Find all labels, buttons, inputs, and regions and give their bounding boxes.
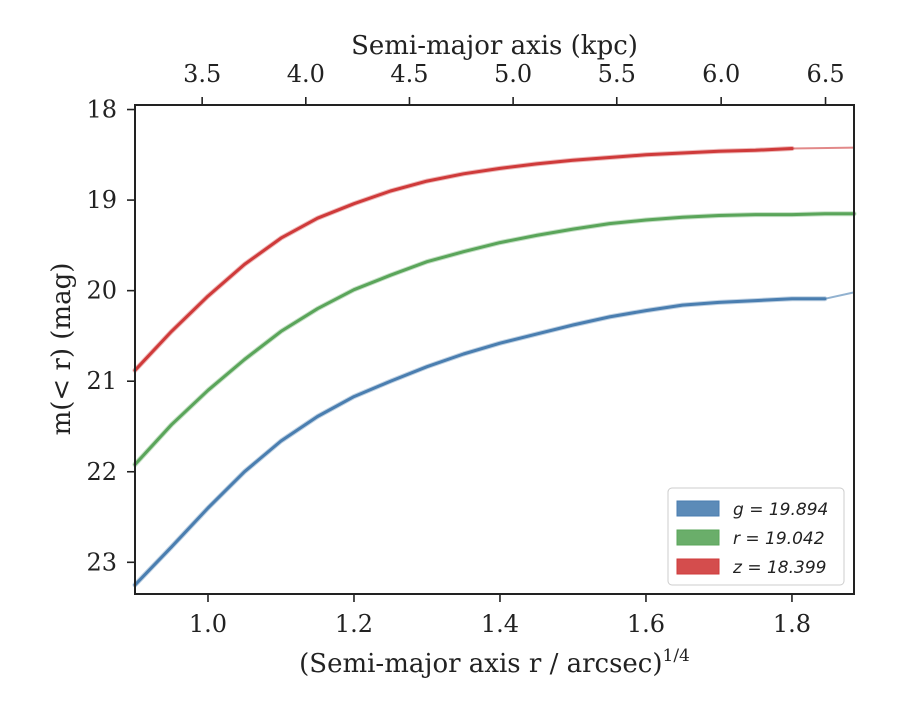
y-axis-title: m(< r) (mag)	[47, 263, 77, 436]
x2-tick-label: 3.5	[183, 60, 221, 88]
series-extension-0	[824, 291, 855, 300]
x-tick-label: 1.4	[481, 610, 519, 638]
x2-tick-label: 5.0	[494, 60, 532, 88]
x-axis-title-main: (Semi-major axis r / arcsec)	[299, 649, 662, 679]
series-band-1	[132, 211, 857, 467]
x-tick-label: 1.6	[627, 610, 665, 638]
series-layer	[132, 146, 857, 588]
y-tick-label: 19	[86, 186, 117, 214]
x2-axis-title: Semi-major axis (kpc)	[351, 31, 638, 61]
x2-tick-label: 4.0	[287, 60, 325, 88]
x2-tick-label: 5.5	[598, 60, 636, 88]
x2-tick-label: 6.5	[806, 60, 844, 88]
y-tick-label: 22	[86, 458, 117, 486]
x2-tick-label: 4.5	[390, 60, 428, 88]
ticks-layer: 1.0 1.2 1.4 1.6 1.8 18 19 20 21 22 23 3.5 4.0 4.5 5.0 5…	[86, 60, 844, 638]
plot-frame	[134, 104, 855, 595]
series-line-0	[133, 297, 827, 587]
legend-swatch-1	[676, 529, 720, 546]
y-tick-label: 23	[86, 548, 117, 576]
legend-label-2: z = 18.399	[732, 558, 826, 578]
series-extension-2	[791, 146, 855, 150]
x-tick-label: 1.2	[335, 610, 373, 638]
legend-swatch-0	[676, 500, 720, 517]
y-tick-label: 20	[86, 277, 117, 305]
legend-label-0: g = 19.894	[733, 500, 828, 520]
x-tick-label: 1.8	[773, 610, 811, 638]
legend: g = 19.894 r = 19.042 z = 18.399	[667, 487, 845, 586]
legend-swatch-2	[676, 558, 720, 575]
x-axis-title: (Semi-major axis r / arcsec)1/4	[299, 646, 690, 679]
series-line-2	[133, 147, 794, 372]
legend-label-1: r = 19.042	[733, 529, 825, 549]
y-tick-label: 18	[86, 96, 117, 124]
series-band-2	[132, 146, 795, 373]
y-tick-label: 21	[86, 367, 117, 395]
series-line-1	[133, 212, 856, 466]
x-tick-label: 1.0	[189, 610, 227, 638]
x2-tick-label: 6.0	[702, 60, 740, 88]
x-axis-title-superscript: 1/4	[663, 646, 690, 666]
